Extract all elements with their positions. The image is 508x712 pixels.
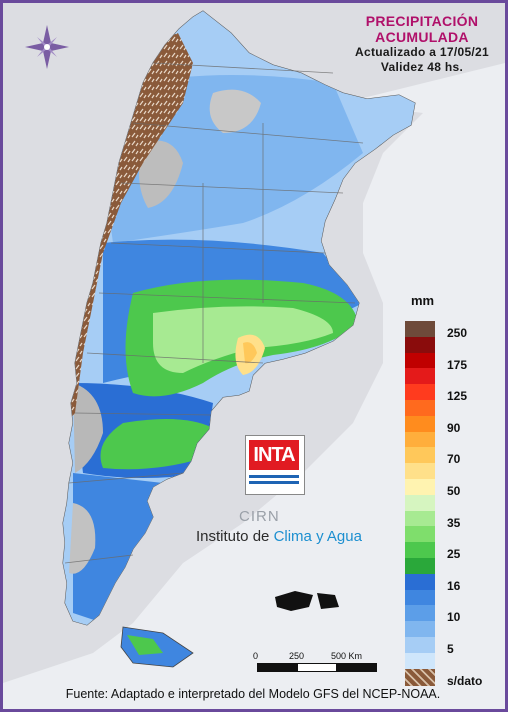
legend-label: 16 bbox=[447, 578, 461, 593]
legend-item: 175 bbox=[405, 352, 497, 372]
legend-swatch bbox=[405, 415, 435, 433]
legend-swatch bbox=[405, 637, 435, 654]
inta-logo-text: INTA bbox=[249, 440, 299, 470]
legend-swatch bbox=[405, 558, 435, 575]
legend-label: s/dato bbox=[447, 673, 483, 688]
legend-swatch bbox=[405, 668, 435, 686]
legend-item: 5 bbox=[405, 637, 497, 656]
legend-item: 10 bbox=[405, 605, 497, 625]
legend-swatch bbox=[405, 573, 435, 591]
title-line-1: PRECIPITACIÓN bbox=[365, 13, 479, 29]
compass-rose-icon bbox=[25, 25, 69, 69]
legend-item bbox=[405, 463, 497, 481]
scale-tick-0: 0 bbox=[253, 651, 259, 661]
legend-item: 25 bbox=[405, 542, 497, 562]
legend-item bbox=[405, 621, 497, 639]
legend-swatch bbox=[405, 447, 435, 465]
legend-item: s/dato bbox=[405, 668, 497, 688]
legend-label: 25 bbox=[447, 547, 461, 562]
cirn-label: CIRN bbox=[239, 508, 280, 525]
legend-item: 90 bbox=[405, 415, 497, 435]
legend-label: 50 bbox=[447, 484, 461, 498]
updated-date: Actualizado a 17/05/21 bbox=[355, 45, 489, 59]
legend-swatch bbox=[405, 400, 435, 417]
inta-logo: INTA bbox=[245, 435, 305, 495]
legend-swatch bbox=[405, 336, 435, 354]
malvinas-islands bbox=[275, 591, 339, 611]
legend-item bbox=[405, 400, 497, 417]
scale-tick-2: 500 Km bbox=[331, 651, 363, 661]
legend-item: 35 bbox=[405, 510, 497, 530]
legend-label: 90 bbox=[447, 420, 461, 435]
legend-item: 250 bbox=[405, 321, 497, 340]
tierra-del-fuego-green bbox=[127, 635, 163, 655]
legend-swatch bbox=[405, 494, 435, 512]
legend-swatch bbox=[405, 368, 435, 386]
legend-swatch bbox=[405, 652, 435, 670]
legend-item: 16 bbox=[405, 573, 497, 593]
legend-swatch bbox=[405, 321, 435, 338]
legend-item: 50 bbox=[405, 479, 497, 498]
legend-item bbox=[405, 589, 497, 607]
legend-item: 70 bbox=[405, 447, 497, 467]
legend-item bbox=[405, 558, 497, 575]
institute-highlight: Clima y Agua bbox=[273, 528, 362, 545]
legend-swatch bbox=[405, 384, 435, 402]
legend-label: 5 bbox=[447, 642, 454, 656]
legend-label: 70 bbox=[447, 452, 461, 467]
validity-period: Validez 48 hs. bbox=[380, 60, 464, 74]
legend-swatch bbox=[405, 431, 435, 449]
source-credit: Fuente: Adaptado e interpretado del Mode… bbox=[65, 687, 441, 701]
legend-swatch bbox=[405, 621, 435, 639]
legend-swatch bbox=[405, 479, 435, 496]
legend-swatch bbox=[405, 542, 435, 560]
institute-name: Instituto de Clima y Agua bbox=[196, 528, 362, 545]
map-title: PRECIPITACIÓN ACUMULADA Actualizado a 17… bbox=[355, 13, 489, 75]
legend-unit: mm bbox=[411, 293, 435, 308]
legend-swatch bbox=[405, 352, 435, 370]
legend-item bbox=[405, 494, 497, 512]
legend-swatch bbox=[405, 463, 435, 481]
legend-label: 35 bbox=[447, 515, 461, 530]
legend-item bbox=[405, 336, 497, 354]
legend-item: 125 bbox=[405, 384, 497, 404]
legend-item bbox=[405, 431, 497, 449]
institute-prefix: Instituto de bbox=[196, 528, 274, 545]
legend-label: 10 bbox=[447, 610, 461, 625]
legend-item bbox=[405, 526, 497, 544]
legend-swatch bbox=[405, 605, 435, 623]
legend-label: 250 bbox=[447, 326, 468, 340]
legend-swatch bbox=[405, 589, 435, 607]
legend-item bbox=[405, 368, 497, 386]
legend-label: 175 bbox=[447, 357, 468, 372]
ocean-area bbox=[3, 63, 505, 709]
legend-swatch bbox=[405, 526, 435, 544]
legend-label: 125 bbox=[447, 389, 468, 404]
scale-tick-1: 250 bbox=[289, 651, 305, 661]
title-line-2: ACUMULADA bbox=[375, 29, 469, 45]
legend-swatch bbox=[405, 510, 435, 528]
legend-item bbox=[405, 652, 497, 670]
precipitation-map bbox=[3, 3, 505, 709]
